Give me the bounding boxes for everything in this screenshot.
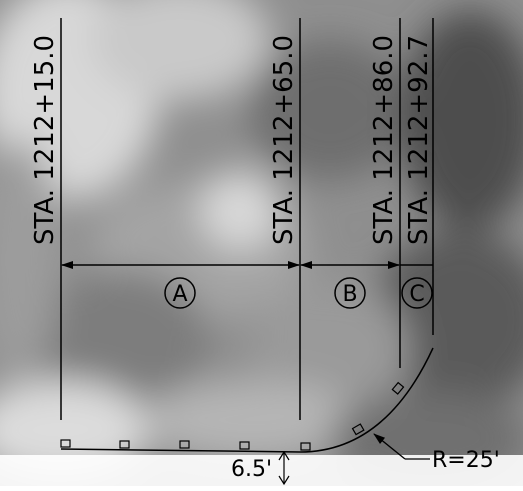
segment-label-c: C bbox=[401, 277, 433, 309]
segment-label-b: B bbox=[334, 277, 366, 309]
curb-line bbox=[60, 347, 434, 453]
radius-callout: R=25' bbox=[373, 433, 500, 473]
curb-marker bbox=[119, 440, 130, 449]
station-label-1: STA. 1212+15.0 bbox=[30, 35, 60, 245]
station-label-4: STA. 1212+92.7 bbox=[404, 35, 434, 245]
curb-marker bbox=[239, 441, 250, 450]
curb-markers bbox=[60, 381, 405, 451]
curb-marker bbox=[179, 440, 190, 449]
segment-letter-a: A bbox=[172, 282, 187, 307]
radius-label: R=25' bbox=[432, 448, 500, 473]
curb-marker bbox=[60, 439, 71, 448]
offset-dimension: 6.5' bbox=[231, 450, 290, 486]
curb-marker bbox=[391, 381, 405, 395]
segment-letter-c: C bbox=[409, 282, 424, 307]
station-label-2: STA. 1212+65.0 bbox=[269, 35, 299, 245]
offset-dimension-label: 6.5' bbox=[231, 457, 272, 482]
station-label-3: STA. 1212+86.0 bbox=[369, 35, 399, 245]
curb-marker bbox=[351, 423, 365, 436]
curb-marker bbox=[300, 442, 311, 451]
segment-letter-b: B bbox=[342, 282, 357, 307]
segment-label-a: A bbox=[164, 277, 196, 309]
